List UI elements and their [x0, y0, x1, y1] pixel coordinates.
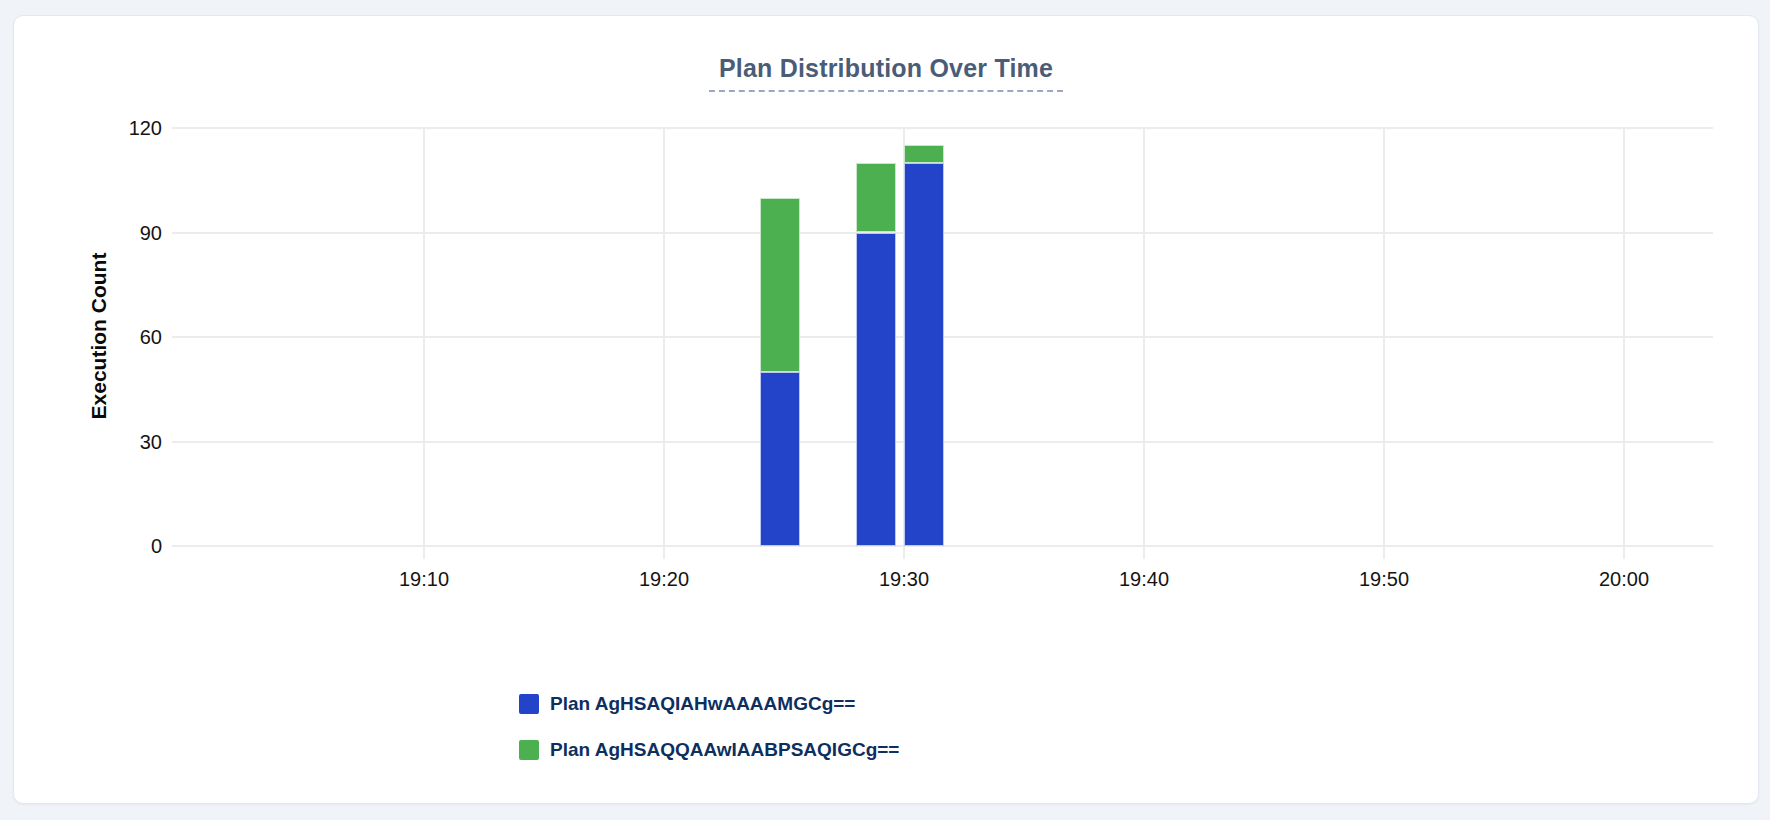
legend-item[interactable]: Plan AgHSAQQAAwIAABPSAQIGCg== — [519, 739, 899, 761]
y-tick-label: 90 — [74, 221, 162, 245]
y-tick-label: 0 — [74, 534, 162, 558]
v-gridline — [1623, 128, 1625, 559]
x-tick-label: 19:20 — [619, 567, 709, 591]
y-tick-label: 60 — [74, 325, 162, 349]
y-tick-label: 30 — [74, 430, 162, 454]
bar-segment[interactable] — [856, 233, 896, 547]
y-tick-label: 120 — [74, 116, 162, 140]
dashboard-page: Plan Distribution Over Time Execution Co… — [0, 0, 1770, 820]
v-gridline — [663, 128, 665, 559]
chart-legend: Plan AgHSAQIAHwAAAAMGCg== Plan AgHSAQQAAw… — [519, 693, 899, 785]
chart-title: Plan Distribution Over Time — [709, 54, 1063, 92]
v-gridline — [423, 128, 425, 559]
x-tick-label: 19:50 — [1339, 567, 1429, 591]
legend-item[interactable]: Plan AgHSAQIAHwAAAAMGCg== — [519, 693, 899, 715]
bar-segment[interactable] — [904, 163, 944, 546]
legend-swatch — [519, 740, 539, 760]
h-gridline — [172, 127, 1713, 129]
bar-segment[interactable] — [904, 145, 944, 162]
x-tick-label: 19:10 — [379, 567, 469, 591]
legend-label: Plan AgHSAQQAAwIAABPSAQIGCg== — [550, 739, 899, 761]
bar-segment[interactable] — [760, 372, 800, 546]
x-tick-label: 19:30 — [859, 567, 949, 591]
bar-segment[interactable] — [760, 198, 800, 372]
v-gridline — [1143, 128, 1145, 559]
v-gridline — [1383, 128, 1385, 559]
bar-segment[interactable] — [856, 163, 896, 233]
legend-label: Plan AgHSAQIAHwAAAAMGCg== — [550, 693, 855, 715]
x-tick-label: 19:40 — [1099, 567, 1189, 591]
legend-swatch — [519, 694, 539, 714]
x-tick-label: 20:00 — [1579, 567, 1669, 591]
chart-card: Plan Distribution Over Time Execution Co… — [13, 15, 1759, 804]
chart-title-row: Plan Distribution Over Time — [14, 54, 1758, 92]
